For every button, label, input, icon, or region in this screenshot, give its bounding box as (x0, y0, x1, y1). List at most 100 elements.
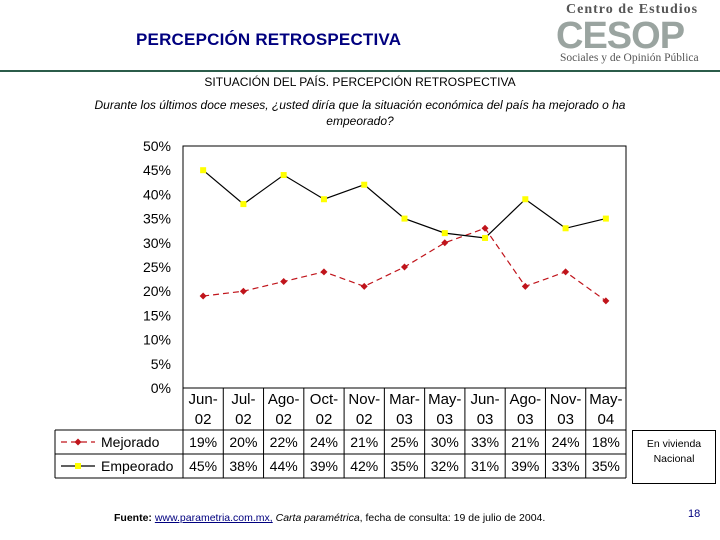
series-line-empeorado (202, 169, 607, 239)
source-link[interactable]: www.parametria.com.mx, (154, 512, 273, 524)
y-tick-label: 50% (143, 138, 171, 154)
data-point-empeorado (482, 234, 489, 241)
y-tick-label: 25% (143, 259, 171, 275)
logo-bottom-text: Sociales y de Opinión Pública (560, 52, 699, 64)
table-cell-mejorado: 33% (471, 434, 499, 450)
x-tick-label-month: Oct- (310, 391, 338, 408)
data-point-mejorado (199, 292, 207, 300)
legend-label-mejorado: Mejorado (101, 434, 160, 450)
data-point-mejorado (521, 282, 529, 290)
data-point-empeorado (280, 172, 287, 179)
table-cell-empeorado: 44% (270, 458, 298, 474)
table-cell-mejorado: 18% (592, 434, 620, 450)
table-cell-empeorado: 35% (592, 458, 620, 474)
data-point-mejorado (280, 278, 288, 286)
chart-title: SITUACIÓN DEL PAÍS. PERCEPCIÓN RETROSPEC… (204, 75, 516, 89)
data-point-empeorado (240, 201, 247, 208)
table-cell-mejorado: 21% (511, 434, 539, 450)
side-note-line2: Nacional (653, 453, 695, 465)
data-point-empeorado (602, 215, 609, 222)
table-cell-mejorado: 20% (229, 434, 257, 450)
data-point-mejorado (602, 297, 610, 305)
x-tick-label-month: May- (589, 391, 622, 408)
x-tick-label-year: 02 (275, 411, 292, 428)
y-tick-label: 30% (143, 235, 171, 251)
table-cell-mejorado: 21% (350, 434, 378, 450)
y-tick-label: 45% (143, 162, 171, 178)
table-cell-empeorado: 35% (390, 458, 418, 474)
cesop-logo: Centro de Estudios CESOP Sociales y de O… (556, 0, 720, 68)
x-tick-label-month: Jun- (189, 391, 218, 408)
data-point-empeorado (562, 225, 569, 232)
data-point-empeorado (522, 196, 529, 203)
data-point-mejorado (239, 287, 247, 295)
data-point-empeorado (441, 230, 448, 237)
source-footnote: Fuente: www.parametria.com.mx, Carta par… (114, 512, 545, 524)
x-tick-label-month: May- (428, 391, 461, 408)
page-number: 18 (688, 508, 701, 520)
legend-marker-mejorado (74, 438, 82, 446)
chart-question: Durante los últimos doce meses, ¿usted d… (94, 98, 626, 128)
y-tick-label: 5% (151, 356, 171, 372)
table-cell-empeorado: 38% (229, 458, 257, 474)
legend-marker-empeorado (75, 463, 81, 469)
x-tick-label-year: 03 (517, 411, 534, 428)
table-cell-mejorado: 19% (189, 434, 217, 450)
table-cell-empeorado: 39% (511, 458, 539, 474)
side-note: En vivienda Nacional (632, 430, 716, 484)
x-tick-label-year: 02 (195, 411, 212, 428)
table-cell-empeorado: 45% (189, 458, 217, 474)
legend-label-empeorado: Empeorado (101, 458, 174, 474)
x-tick-label-year: 02 (316, 411, 333, 428)
table-cell-empeorado: 33% (552, 458, 580, 474)
x-tick-label-year: 02 (356, 411, 373, 428)
data-point-empeorado (361, 181, 368, 188)
x-tick-label-month: Ago- (268, 391, 300, 408)
side-note-line1: En vivienda (646, 438, 702, 450)
data-point-mejorado (360, 282, 368, 290)
slide-title: PERCEPCIÓN RETROSPECTIVA (136, 30, 402, 49)
x-tick-label-year: 02 (235, 411, 252, 428)
x-tick-label-year: 03 (436, 411, 453, 428)
data-point-mejorado (481, 224, 489, 232)
x-tick-label-year: 03 (396, 411, 413, 428)
table-cell-mejorado: 24% (552, 434, 580, 450)
y-tick-label: 0% (151, 380, 171, 396)
data-point-mejorado (401, 263, 408, 271)
source-details: , fecha de consulta: 19 de julio de 2004… (359, 512, 546, 524)
table-cell-empeorado: 42% (350, 458, 378, 474)
source-publication: Carta paramétrica (275, 512, 360, 524)
y-tick-label: 15% (143, 307, 171, 323)
table-cell-mejorado: 25% (390, 434, 418, 450)
table-cell-empeorado: 31% (471, 458, 499, 474)
x-tick-label-month: Jul- (231, 391, 255, 408)
table-cell-mejorado: 24% (310, 434, 338, 450)
x-tick-label-month: Jun- (470, 391, 499, 408)
data-point-empeorado (200, 167, 207, 174)
table-cell-mejorado: 30% (431, 434, 459, 450)
x-tick-label-year: 03 (557, 411, 574, 428)
x-tick-label-month: Nov- (550, 391, 582, 408)
x-tick-label-month: Nov- (348, 391, 380, 408)
source-label: Fuente: (114, 512, 152, 524)
logo-mark: CESOP (556, 15, 685, 57)
x-tick-label-year: 04 (598, 411, 615, 428)
title-divider (0, 70, 720, 72)
x-tick-label-month: Ago- (509, 391, 541, 408)
data-point-mejorado (562, 268, 570, 276)
x-tick-label-year: 03 (477, 411, 494, 428)
plot-area (182, 145, 627, 389)
x-tick-label-month: Mar- (389, 391, 420, 408)
y-tick-label: 35% (143, 211, 171, 227)
data-point-mejorado (441, 239, 449, 247)
logo-top-text: Centro de Estudios (566, 2, 699, 17)
data-point-empeorado (401, 215, 408, 222)
y-tick-label: 20% (143, 283, 171, 299)
table-cell-mejorado: 22% (270, 434, 298, 450)
table-cell-empeorado: 39% (310, 458, 338, 474)
data-point-mejorado (320, 268, 328, 276)
y-tick-label: 10% (143, 332, 171, 348)
data-point-empeorado (320, 196, 327, 203)
table-cell-empeorado: 32% (431, 458, 459, 474)
